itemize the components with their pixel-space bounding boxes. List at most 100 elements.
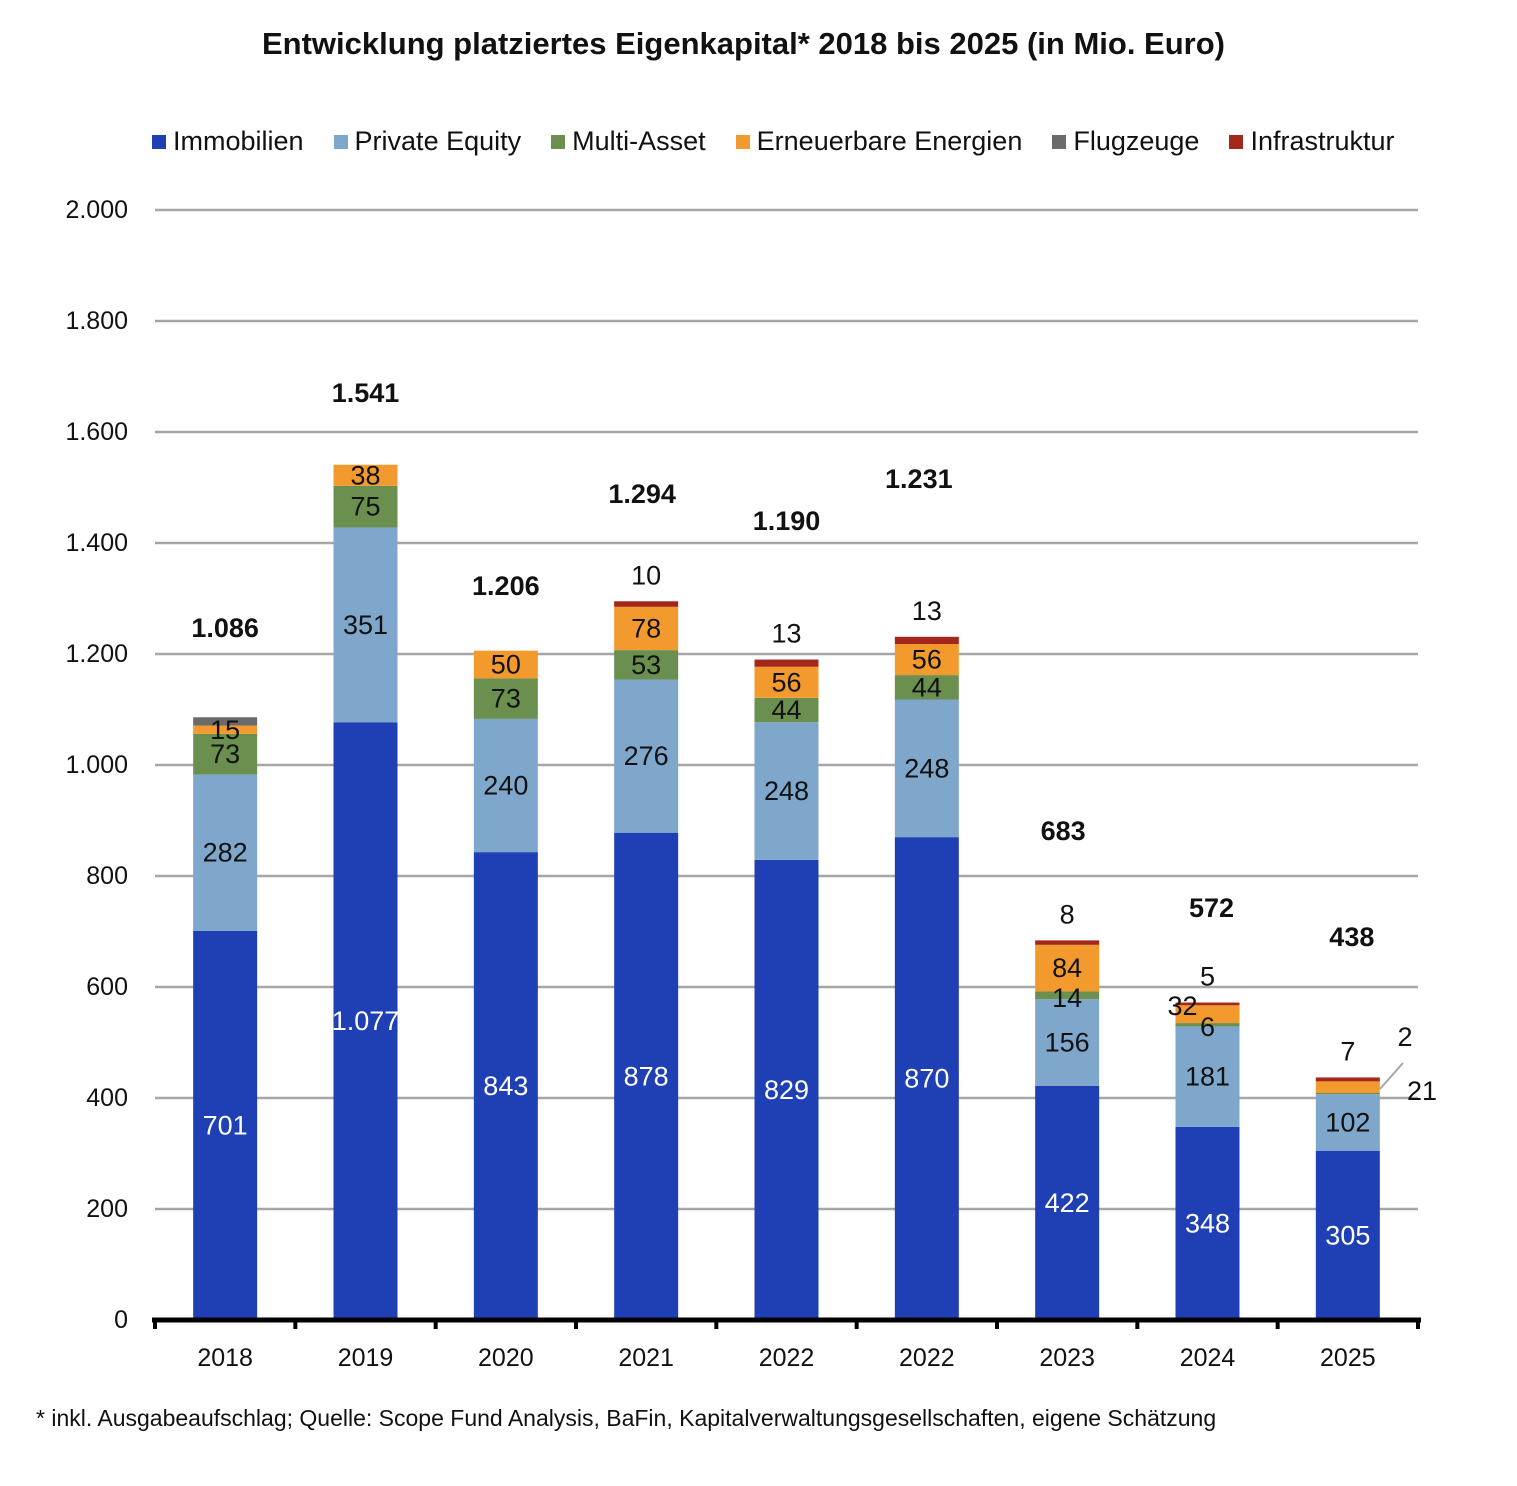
bar-value-label: 181: [1185, 1062, 1230, 1092]
chart-legend: Immobilien Private Equity Multi-Asset Er…: [152, 126, 1394, 157]
y-tick-label: 2.000: [65, 196, 128, 224]
bar-value-label: 240: [483, 771, 528, 801]
bar-value-label: 422: [1045, 1188, 1090, 1218]
bar-value-label: 5: [1200, 962, 1215, 992]
bar-segment-infrastruktur: [1315, 1077, 1380, 1082]
bar-segment-erneuerbare-energien: [894, 644, 959, 676]
legend-swatch-infrastruktur: [1229, 134, 1244, 149]
bar-value-label: 305: [1325, 1220, 1370, 1250]
bar-value-label: 6: [1200, 1012, 1215, 1042]
x-tick-label: 2025: [1320, 1344, 1376, 1372]
y-tick-label: 1.400: [65, 529, 128, 557]
bar-value-label: 15: [210, 715, 240, 745]
y-tick-label: 800: [86, 862, 128, 890]
bar-value-label: 8: [1060, 899, 1075, 929]
bar-value-label: 14: [1052, 983, 1082, 1013]
bar-segment-multi-asset: [754, 697, 819, 723]
bar-value-label: 248: [904, 753, 949, 783]
bar-segment-immobilien: [754, 859, 819, 1320]
bar-value-label: 32: [1167, 991, 1197, 1021]
bar-value-label: 38: [350, 460, 380, 490]
bar-segment-multi-asset: [193, 733, 258, 775]
y-tick-label: 0: [114, 1306, 128, 1334]
legend-swatch-multi-asset: [551, 134, 566, 149]
bar-value-label: 348: [1185, 1208, 1230, 1238]
chart-title: Entwicklung platziertes Eigenkapital* 20…: [262, 26, 1225, 61]
x-tick-label: 2024: [1180, 1344, 1236, 1372]
bar-value-label: 84: [1052, 953, 1082, 983]
bar-value-label: 10: [631, 560, 661, 590]
bar-value-label: 73: [491, 684, 521, 714]
bar-segment-erneuerbare-energien: [1175, 1005, 1240, 1024]
bar-segment-multi-asset: [1315, 1093, 1380, 1095]
y-tick-label: 600: [86, 973, 128, 1001]
bar-segment-immobilien: [473, 852, 538, 1320]
bar-segment-immobilien: [894, 837, 959, 1320]
bar-value-label: 44: [771, 695, 801, 725]
x-tick-label: 2021: [618, 1344, 674, 1372]
bar-segment-private-equity: [333, 527, 398, 723]
bar-value-label: 1.077: [332, 1006, 400, 1036]
chart-plot-area: 0 200 400 600 800 1.000 1.200 1.400 1.600 1.800 2.…: [65, 196, 1437, 1372]
legend-swatch-private-equity: [333, 134, 348, 149]
bar-total-label: 683: [1041, 816, 1086, 846]
bar-segment-immobilien: [1035, 1085, 1100, 1320]
legend-item-infrastruktur: Infrastruktur: [1229, 126, 1394, 157]
bar-segment-private-equity: [473, 718, 538, 853]
bar-value-label: 53: [631, 650, 661, 680]
bar-segment-erneuerbare-energien: [193, 725, 258, 734]
x-tick-label: 2023: [1039, 1344, 1095, 1372]
y-tick-label: 400: [86, 1084, 128, 1112]
bar-segment-infrastruktur: [754, 659, 819, 667]
x-tick-label: 2022: [759, 1344, 815, 1372]
bar-total-label: 1.231: [885, 464, 953, 494]
bar-segment-private-equity: [1315, 1094, 1380, 1151]
x-tick-label: 2020: [478, 1344, 534, 1372]
bar-total-label: 1.086: [191, 613, 259, 643]
bar-segment-erneuerbare-energien: [754, 666, 819, 698]
x-tick-label: 2018: [197, 1344, 253, 1372]
legend-label-private-equity: Private Equity: [354, 126, 522, 156]
bar-total-label: 438: [1329, 922, 1374, 952]
legend-item-erneuerbare-energien: Erneuerbare Energien: [735, 126, 1023, 157]
bar-value-label: 44: [912, 672, 942, 702]
bar-segment-private-equity: [1175, 1026, 1240, 1127]
legend-label-flugzeuge: Flugzeuge: [1073, 126, 1200, 156]
bar-segment-private-equity: [754, 722, 819, 860]
legend-label-multi-asset: Multi-Asset: [572, 126, 706, 156]
bar-value-label: 2: [1397, 1022, 1412, 1052]
bar-segment-infrastruktur: [1175, 1002, 1240, 1006]
bar-segment-immobilien: [333, 722, 398, 1320]
bar-segment-private-equity: [894, 699, 959, 838]
legend-swatch-flugzeuge: [1052, 134, 1067, 149]
bar-segment-multi-asset: [614, 650, 679, 680]
bar-value-label: 56: [912, 645, 942, 675]
bar-value-label: 878: [624, 1061, 669, 1091]
bar-value-label: 829: [764, 1075, 809, 1105]
bar-segment-multi-asset: [473, 678, 538, 719]
bar-value-label: 282: [203, 838, 248, 868]
legend-swatch-immobilien: [152, 134, 166, 149]
bar-value-label: 156: [1045, 1028, 1090, 1058]
legend-swatch-erneuerbare-energien: [735, 134, 750, 149]
bar-value-label: 351: [343, 610, 388, 640]
bar-segment-infrastruktur: [894, 636, 959, 645]
bar-segment-erneuerbare-energien: [614, 606, 679, 651]
bar-value-label: 102: [1325, 1107, 1370, 1137]
legend-label-infrastruktur: Infrastruktur: [1250, 126, 1395, 156]
bar-total-label: 572: [1189, 893, 1234, 923]
legend-item-flugzeuge: Flugzeuge: [1052, 126, 1199, 157]
y-tick-label: 1.800: [65, 307, 128, 335]
legend-label-erneuerbare-energien: Erneuerbare Energien: [756, 126, 1023, 156]
bar-segment-immobilien: [614, 832, 679, 1320]
bar-segment-erneuerbare-energien: [1315, 1081, 1380, 1094]
bar-value-label: 7: [1340, 1036, 1355, 1066]
y-tick-label: 1.000: [65, 751, 128, 779]
bar-value-label: 75: [350, 492, 380, 522]
bar-value-label: 870: [904, 1064, 949, 1094]
bar-value-label: 13: [771, 619, 801, 649]
bar-total-label: 1.541: [332, 378, 400, 408]
y-tick-label: 1.600: [65, 418, 128, 446]
bar-total-label: 1.294: [608, 479, 676, 509]
bar-value-label: 50: [491, 650, 521, 680]
